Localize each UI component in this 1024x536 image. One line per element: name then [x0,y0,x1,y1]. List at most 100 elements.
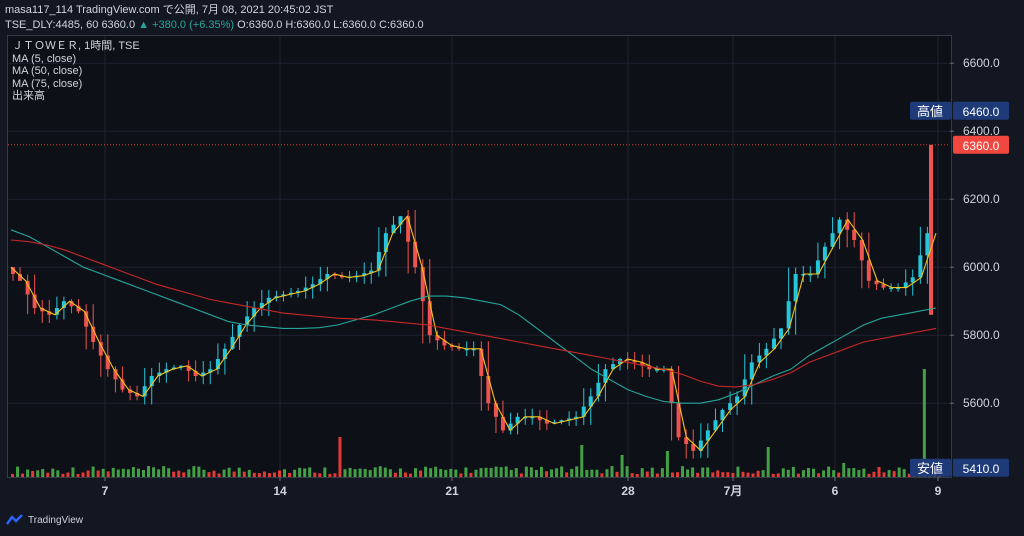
candle-body [779,328,784,339]
volume-bar [701,467,705,477]
candle-body [215,359,220,370]
volume-bar [590,469,594,477]
volume-bar [61,473,65,477]
volume-bar [812,468,816,477]
candle-body [318,279,323,285]
y-tick-label: 6600.0 [963,56,1000,70]
candle-body [135,393,140,397]
volume-bar [726,472,730,477]
volume-bar [489,467,493,477]
candle-body [720,410,725,421]
volume-bar [388,469,392,477]
candle-body [647,365,652,370]
candle-body [874,280,879,285]
candle-body [25,280,30,295]
volume-bar [771,473,775,477]
candle-body [852,229,857,240]
volume-bar [16,466,20,477]
ma-line-2 [10,229,937,404]
volume-bar [801,470,805,477]
volume-bar [504,466,508,477]
volume-bar [232,471,236,477]
candle-body [764,348,769,356]
volume-bar [288,472,292,477]
last-price: 6360.0 [101,19,136,31]
volume-bar [408,473,412,477]
tradingview-logo-icon [6,514,23,525]
plot-area[interactable] [7,35,952,478]
candle-body [245,316,250,325]
volume-bar [509,469,513,477]
volume-bar [731,472,735,477]
volume-bar [857,469,861,477]
candle-body [128,389,133,393]
x-tick-label: 21 [445,484,459,498]
candle-body [903,282,908,288]
volume-bar [459,473,463,477]
volume-bar [358,468,362,477]
volume-bar [555,468,559,477]
candle-body [274,296,279,298]
volume-bar [580,445,584,477]
candle-body [691,444,696,451]
volume-bar [414,468,418,477]
publish-info: masa117_114 TradingView.com で公開, 7月 08, … [5,4,334,16]
candle-body [69,301,74,307]
volume-bar [545,471,549,477]
volume-bar [348,467,352,477]
volume-bar [313,472,317,477]
candle-body [910,277,915,283]
volume-bar [645,471,649,477]
volume-bar [272,472,276,477]
volume-bar [398,468,402,477]
candle-body [18,274,22,281]
volume-bar [449,468,453,477]
volume-bar [751,473,755,477]
legend-ma75: MA (75, close) [12,77,83,90]
volume-bar [675,472,679,477]
candle-body [281,294,286,297]
volume-bar [479,468,483,477]
volume-bar [736,466,740,477]
volume-bar [696,472,700,477]
candle-body [515,416,520,424]
volume-bar [469,472,473,477]
candle-body [310,284,315,288]
volume-bar [822,470,826,477]
volume-bar [106,471,110,477]
x-tick-label: 7 [102,484,109,498]
volume-bar [610,466,614,477]
candle-body [567,418,572,421]
volume-bar [81,472,85,477]
candle-body [289,292,294,295]
candle-body [749,362,754,380]
volume-bar [172,471,176,477]
candle-body [442,340,447,346]
candle-body [530,416,535,419]
volume-bar [817,473,821,477]
volume-bar [741,471,745,477]
candle-body [845,219,850,230]
candle-body [303,287,308,291]
price-marker-label: 安値 [917,461,943,476]
volume-bar [847,468,851,477]
volume-bar [126,469,130,477]
volume-bar [91,466,95,477]
volume-bar [474,469,478,477]
volume-bar [217,473,221,477]
volume-bar [242,471,246,477]
candle-body [479,348,484,376]
candle-body [237,325,242,337]
volume-bar [31,471,35,477]
legend-ma50: MA (50, close) [12,65,83,77]
volume-bar [499,467,503,477]
volume-bar [721,472,725,477]
volume-bar [318,473,322,477]
volume-bar [711,472,715,477]
candle-body [603,369,608,383]
candle-body [537,416,542,421]
volume-bar [56,470,60,477]
volume-bar [298,467,302,477]
